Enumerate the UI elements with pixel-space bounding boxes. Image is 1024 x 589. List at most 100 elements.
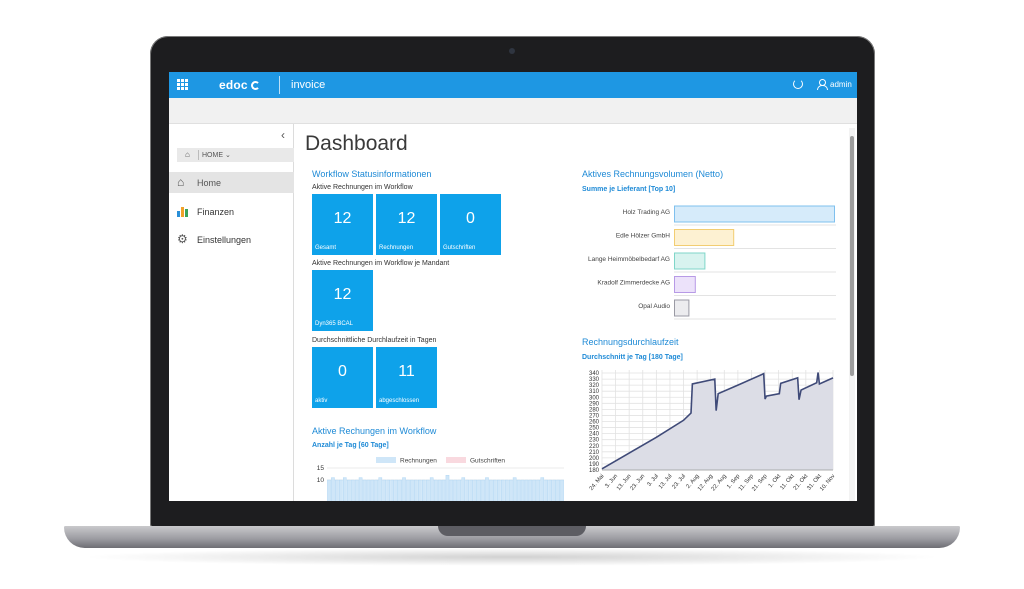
x-tick-label: 22. Aug: [711, 473, 728, 492]
home-icon: ⌂: [185, 150, 190, 159]
duration-label: Durchschnittliche Durchlaufzeit in Tagen: [312, 337, 437, 344]
daily-bar: [528, 479, 533, 501]
daily-bar: [441, 479, 446, 501]
user-name[interactable]: admin: [830, 80, 852, 89]
tile-gutschriften[interactable]: 0 Gutschriften: [440, 194, 501, 255]
sidebar-item-einstellungen[interactable]: ⚙ Einstellungen: [169, 229, 294, 250]
daily-bar: [449, 479, 454, 501]
header-divider: [279, 76, 280, 94]
category-label: Opal Audio: [638, 303, 670, 310]
daily-bar: [453, 479, 458, 501]
tile-rechnungen[interactable]: 12 Rechnungen: [376, 194, 437, 255]
tile-value: 0: [466, 210, 475, 227]
daily-bar: [402, 477, 406, 501]
daily-bar: [473, 479, 477, 501]
tile-aktiv[interactable]: 0 aktiv: [312, 347, 373, 408]
category-label: Lange Heimmöbelbedarf AG: [588, 256, 670, 263]
tile-value: 12: [333, 286, 352, 303]
daily-bar: [524, 479, 529, 501]
throughput-section-title: Rechnungsdurchlaufzeit: [582, 337, 679, 347]
tile-caption: aktiv: [315, 398, 328, 404]
mandant-label: Aktive Rechnungen im Workflow je Mandant: [312, 260, 450, 267]
daily-bar: [394, 479, 398, 501]
daily-bar: [378, 477, 383, 501]
daily-bar: [354, 479, 359, 501]
tile-value: 11: [398, 363, 415, 380]
sidebar-item-home[interactable]: ⌂ Home: [169, 172, 294, 193]
daily-bar: [339, 479, 343, 501]
breadcrumb-label: HOME ⌄: [202, 152, 231, 159]
tile-gesamt[interactable]: 12 Gesamt: [312, 194, 373, 255]
y-tick-label: 270: [589, 413, 600, 419]
daily-bar: [437, 479, 442, 501]
daily-bar: [346, 479, 351, 501]
y-tick-label: 340: [589, 371, 600, 377]
gears-icon: ⚙: [177, 232, 188, 246]
tile-caption: Dyn365 BCAL: [315, 321, 354, 327]
scrollbar-thumb[interactable]: [850, 136, 854, 376]
daily-bar: [552, 479, 556, 501]
active-invoices-label: Aktive Rechnungen im Workflow: [312, 184, 413, 191]
daily-bar: [370, 479, 375, 501]
daily-bar: [512, 477, 517, 501]
daily-bar: [390, 479, 394, 501]
daily-bar: [374, 479, 379, 501]
daily-bar: [477, 479, 481, 501]
throughput-subtitle: Durchschnitt je Tag [180 Tage]: [582, 354, 683, 361]
daily-bar: [493, 479, 497, 501]
laptop-shadow: [80, 548, 944, 566]
x-tick-label: 23. Jun: [629, 473, 646, 491]
chevron-left-icon[interactable]: ‹: [281, 128, 285, 142]
home-icon: ⌂: [177, 175, 185, 189]
daily-bar: [481, 479, 485, 501]
tile-caption: Gesamt: [315, 245, 337, 251]
daily-bar: [508, 479, 513, 501]
daily-bar: [410, 479, 414, 501]
tile-value: 12: [333, 210, 352, 227]
daily-bar: [429, 477, 434, 501]
workflow-section-title: Workflow Statusinformationen: [312, 169, 432, 179]
tile-abgeschlossen[interactable]: 11 abgeschlossen: [376, 347, 437, 408]
daily-bar: [406, 479, 410, 501]
y-tick-label: 310: [589, 389, 600, 395]
y-tick-label: 300: [589, 395, 600, 401]
daily-bar: [548, 479, 552, 501]
y-tick-label: 210: [589, 450, 600, 456]
volume-section-title: Aktives Rechnungsvolumen (Netto): [582, 169, 724, 179]
tile-dyn365[interactable]: 12 Dyn365 BCAL: [312, 270, 373, 331]
y-tick-label: 330: [589, 377, 600, 383]
tile-caption: abgeschlossen: [379, 398, 420, 404]
user-icon[interactable]: [817, 79, 828, 90]
daily-bar: [398, 479, 402, 501]
daily-bar: [457, 479, 462, 501]
tile-value: 12: [397, 210, 416, 227]
page-title: Dashboard: [305, 132, 408, 155]
screen: edoc invoice admin ‹ ⌂ HOME ⌄ ⌂ Home: [169, 72, 857, 501]
daily-bar: [504, 479, 509, 501]
finance-icon: [177, 205, 191, 218]
supplier-bar: [674, 229, 735, 246]
y-tick-label: 260: [589, 420, 600, 426]
daily-bar: [445, 475, 450, 501]
y-tick-label: 220: [589, 444, 600, 450]
app-launcher-icon[interactable]: [177, 79, 188, 90]
x-tick-label: 13. Jul: [658, 473, 674, 490]
y-tick-label: 200: [589, 456, 600, 462]
supplier-volume-chart: Holz Trading AG Edle Hölzer GmbH Lange Hei…: [588, 205, 836, 320]
sidebar-item-finanzen[interactable]: Finanzen: [169, 201, 294, 222]
active-invoices-subtitle: Anzahl je Tag [60 Tage]: [312, 442, 389, 449]
daily-bar: [560, 479, 564, 501]
daily-bar: [500, 479, 505, 501]
sidebar-item-label: Einstellungen: [197, 235, 252, 245]
y-tick-label: 10: [317, 477, 325, 484]
daily-bar: [418, 479, 422, 501]
legend-label: Gutschriften: [470, 458, 505, 465]
supplier-bar: [674, 276, 696, 293]
brand-logo[interactable]: edoc: [219, 78, 260, 92]
breadcrumb[interactable]: ⌂ HOME ⌄: [177, 148, 294, 162]
category-label: Kradolf Zimmerdecke AG: [597, 280, 670, 287]
daily-bar: [358, 477, 363, 501]
refresh-icon[interactable]: [793, 79, 803, 89]
daily-bar: [331, 477, 335, 501]
supplier-bar: [674, 205, 835, 223]
